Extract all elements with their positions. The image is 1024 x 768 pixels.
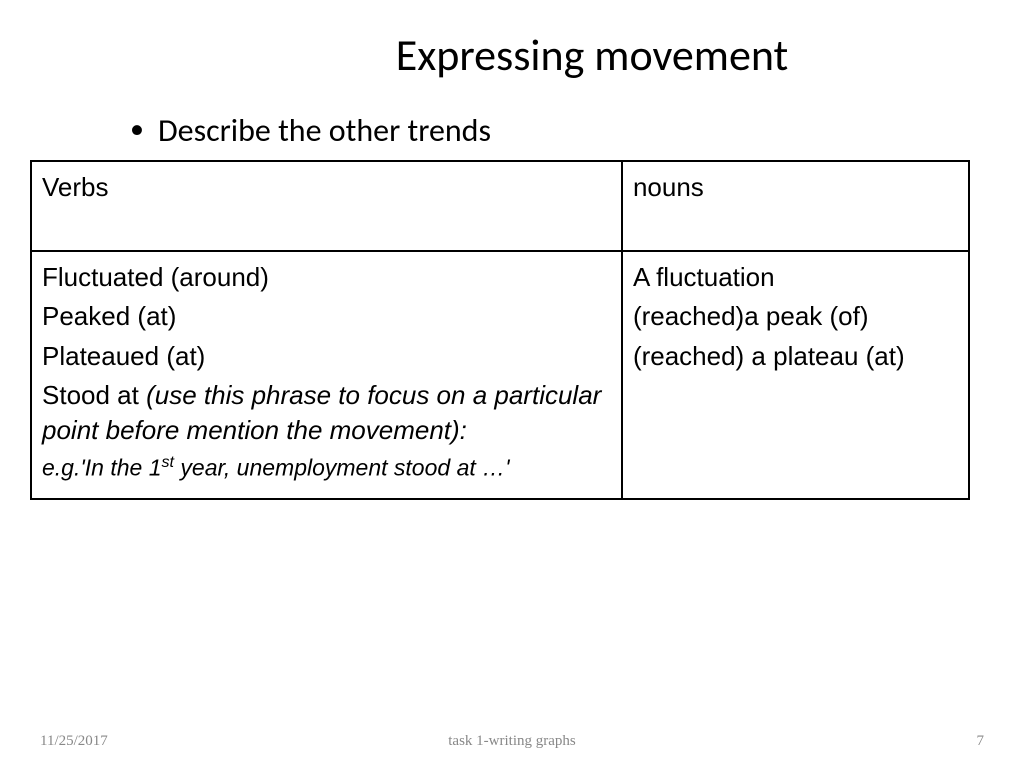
example-pre: e.g.'In the 1: [42, 455, 161, 481]
footer-center: task 1-writing graphs: [448, 733, 575, 750]
verbs-cell: Fluctuated (around) Peaked (at) Plateaue…: [31, 251, 622, 498]
slide-footer: 11/25/2017 task 1-writing graphs 7: [0, 733, 1024, 750]
table-header-row: Verbs nouns: [31, 161, 969, 251]
verb-line: Plateaued (at): [42, 339, 611, 374]
bullet-marker: •: [130, 112, 144, 146]
verb-stood-at: Stood at (use this phrase to focus on a …: [42, 378, 611, 448]
bullet-item: • Describe the other trends: [130, 112, 964, 150]
verb-line: Fluctuated (around): [42, 260, 611, 295]
verb-line: Peaked (at): [42, 299, 611, 334]
verb-example: e.g.'In the 1st year, unemployment stood…: [42, 452, 611, 484]
bullet-text: Describe the other trends: [158, 112, 491, 150]
noun-line: A fluctuation: [633, 260, 958, 295]
stood-lead: Stood at: [42, 380, 146, 410]
slide-title: Expressing movement: [220, 28, 964, 82]
nouns-cell: A fluctuation (reached)a peak (of) (reac…: [622, 251, 969, 498]
footer-page: 7: [977, 733, 985, 750]
vocab-table: Verbs nouns Fluctuated (around) Peaked (…: [30, 160, 970, 499]
header-verbs: Verbs: [31, 161, 622, 251]
noun-line: (reached) a plateau (at): [633, 339, 958, 374]
example-post: year, unemployment stood at …': [174, 455, 510, 481]
table-content-row: Fluctuated (around) Peaked (at) Plateaue…: [31, 251, 969, 498]
slide: Expressing movement • Describe the other…: [0, 0, 1024, 768]
footer-date: 11/25/2017: [40, 733, 108, 750]
noun-line: (reached)a peak (of): [633, 299, 958, 334]
header-nouns: nouns: [622, 161, 969, 251]
example-sup: st: [161, 453, 174, 471]
